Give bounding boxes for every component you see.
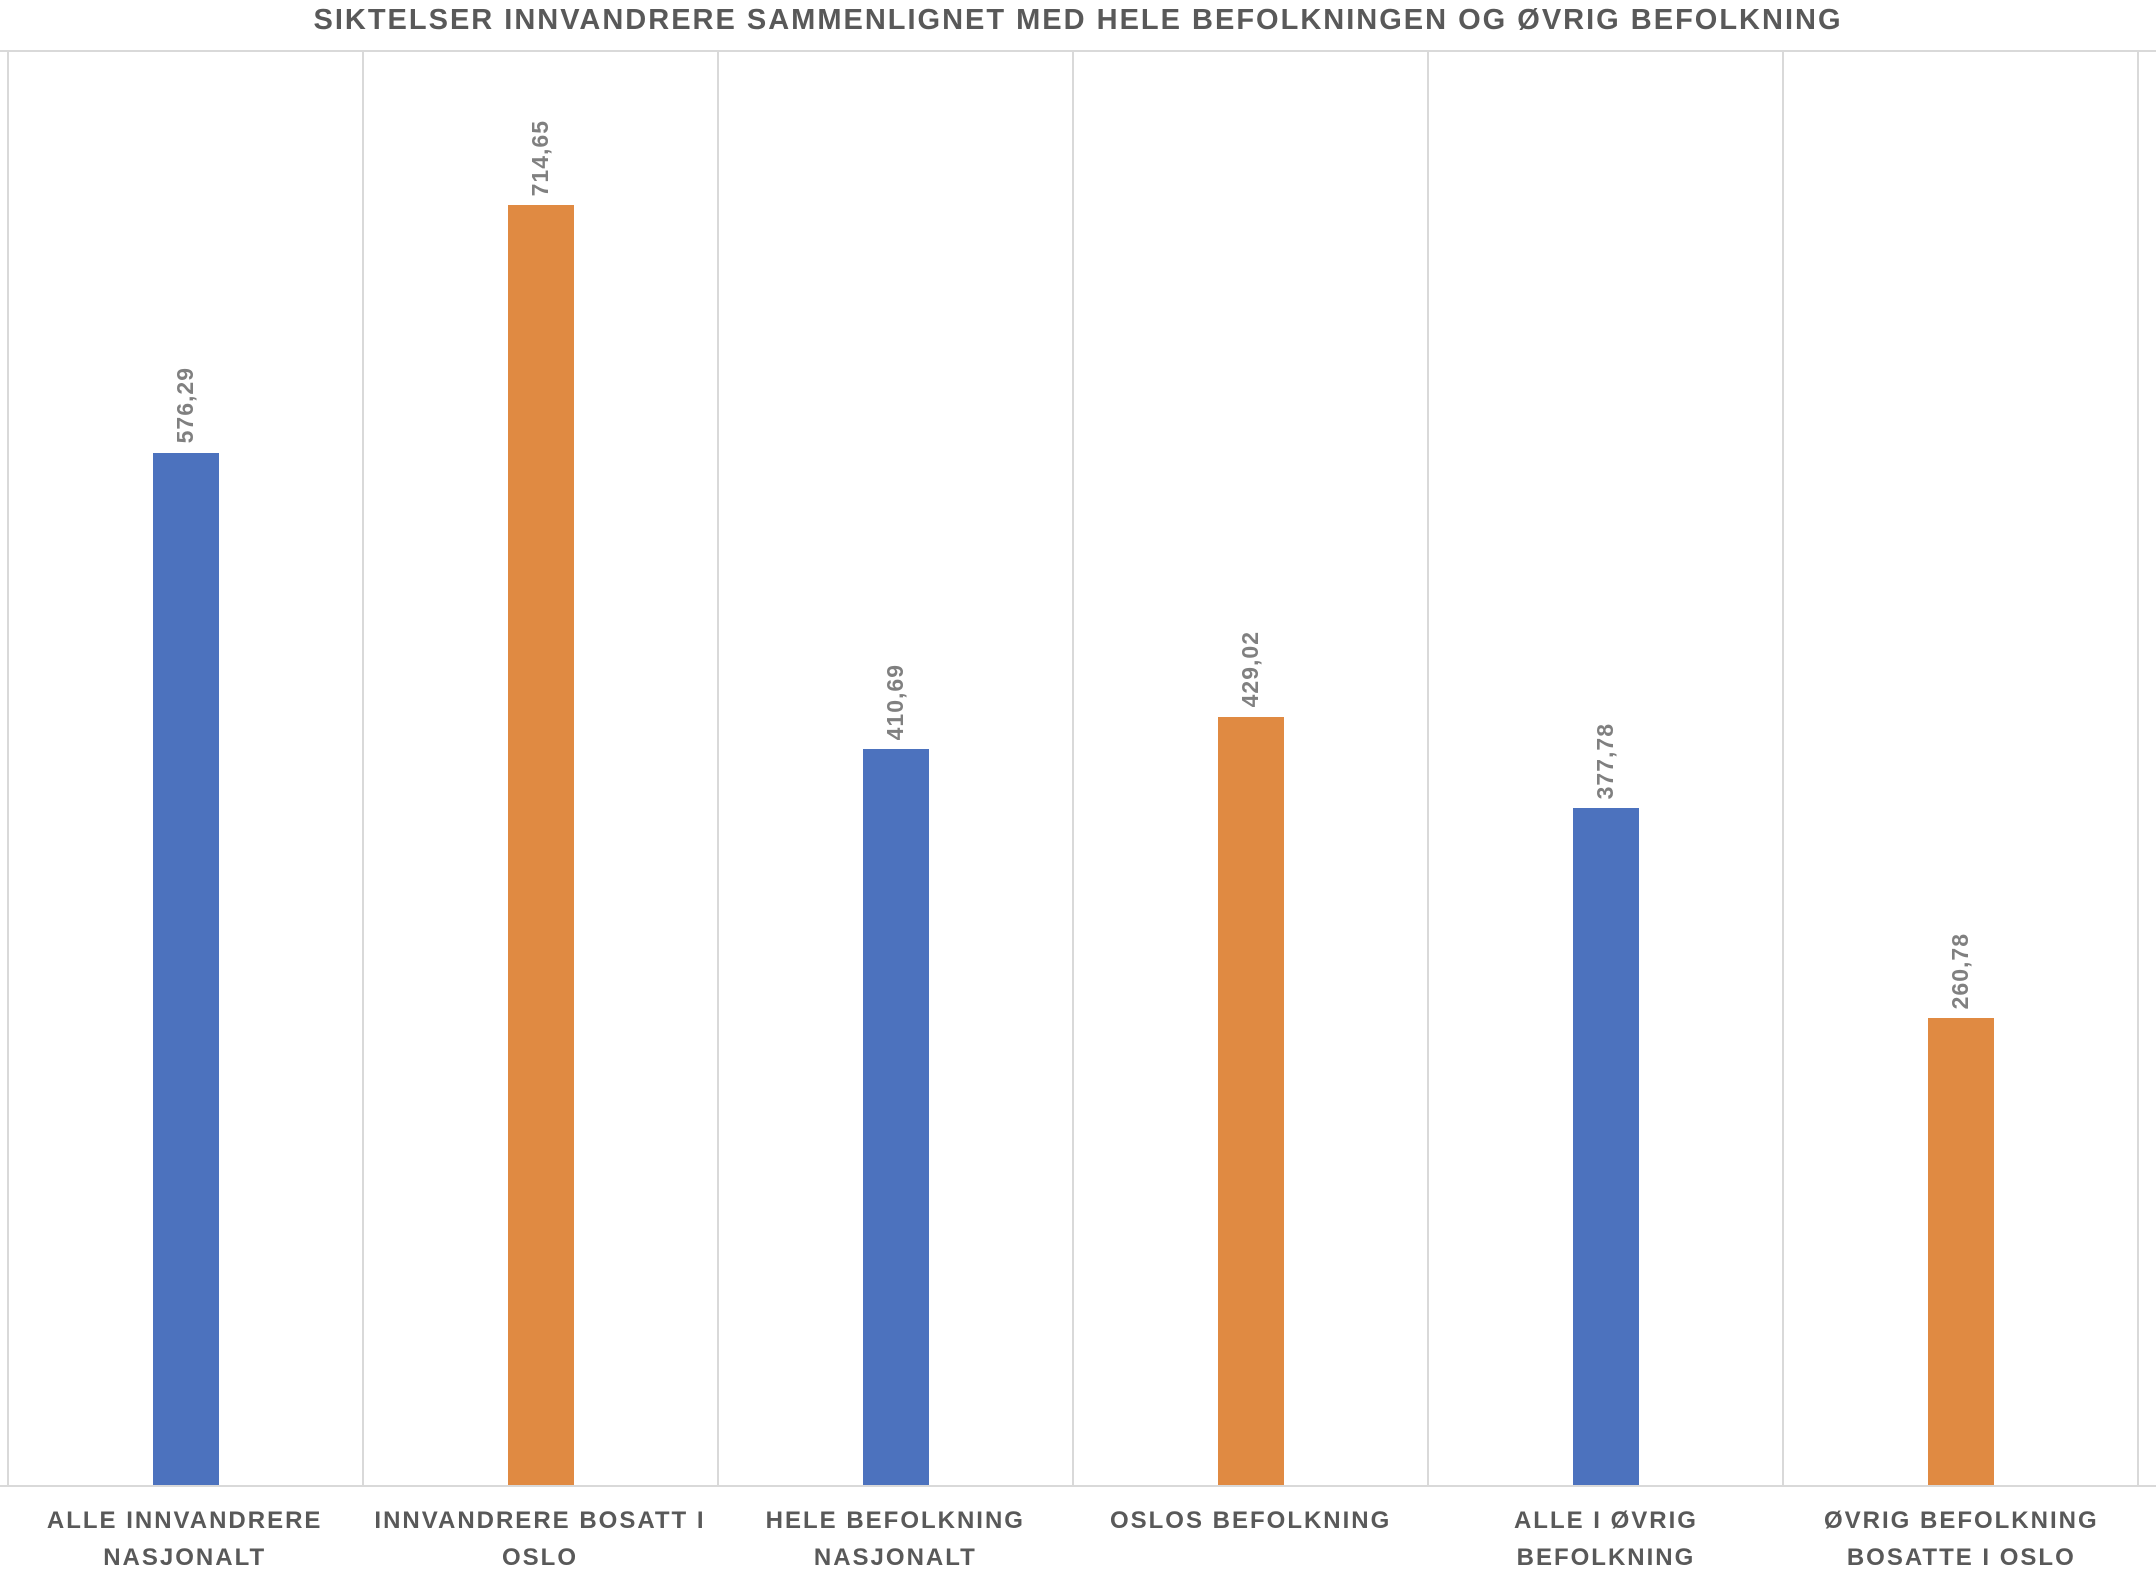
plot-top-border — [0, 50, 2156, 52]
x-axis-line — [0, 1485, 2156, 1487]
category-column-3: 410,69 — [719, 52, 1074, 1485]
category-label: INNVANDRERE BOSATT I OSLO — [374, 1507, 706, 1571]
bar-alle-innvandrere-nasjonalt — [152, 452, 219, 1485]
category-column-2: 714,65 — [364, 52, 719, 1485]
plot-area: 576,29 714,65 410,69 429,02 377,78 260,7… — [7, 52, 2139, 1485]
bar-value-label: 410,69 — [882, 664, 908, 741]
bar-value-label: 714,65 — [527, 119, 553, 196]
bar-alle-i-ovrig-befolkning — [1572, 808, 1639, 1485]
category-column-4: 429,02 — [1074, 52, 1429, 1485]
bar-hele-befolkning-nasjonalt — [862, 749, 929, 1485]
bar-value-label: 576,29 — [172, 367, 198, 444]
category-column-6: 260,78 — [1784, 52, 2139, 1485]
category-label: ALLE I ØVRIG BEFOLKNING — [1513, 1507, 1698, 1571]
category-label: OSLOS BEFOLKNING — [1109, 1507, 1392, 1534]
bar-value-label: 260,78 — [1947, 932, 1973, 1009]
bar-ovrig-befolkning-bosatte-i-oslo — [1927, 1017, 1994, 1485]
category-axis: ALLE INNVANDRERE NASJONALT INNVANDRERE B… — [7, 1502, 2139, 1576]
bar-value-label: 429,02 — [1237, 631, 1263, 708]
category-column-1: 576,29 — [7, 52, 364, 1485]
bar-innvandrere-bosatt-i-oslo — [507, 204, 574, 1485]
category-label: HELE BEFOLKNING NASJONALT — [765, 1507, 1025, 1571]
chart-title: SIKTELSER INNVANDRERE SAMMENLIGNET MED H… — [313, 4, 1843, 36]
bar-value-label: 377,78 — [1592, 722, 1618, 800]
category-label: ALLE INNVANDRERE NASJONALT — [46, 1507, 323, 1571]
bar-oslos-befolkning — [1217, 716, 1284, 1485]
category-column-5: 377,78 — [1429, 52, 1784, 1485]
category-label: ØVRIG BEFOLKNING BOSATTE I OSLO — [1823, 1507, 2099, 1571]
